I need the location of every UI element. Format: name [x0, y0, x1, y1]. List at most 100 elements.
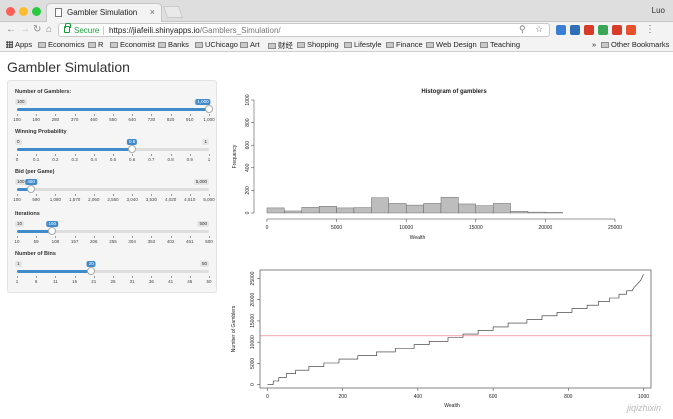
forward-arrow-icon[interactable]: → [20, 24, 30, 35]
bookmark-folder-economist[interactable]: Economist [110, 40, 155, 49]
bookmark-folder-finance[interactable]: Finance [386, 40, 423, 49]
back-arrow-icon[interactable]: ← [6, 24, 16, 35]
slider-tick-mark [113, 194, 114, 196]
slider-tick-mark [113, 154, 114, 156]
slider-track[interactable] [17, 145, 209, 153]
x-tick-label: 20000 [538, 225, 552, 231]
slider-fill [17, 188, 32, 191]
menu-icon[interactable]: ⋮ [645, 24, 655, 35]
slider-tick-mark [17, 154, 18, 156]
slider-handle[interactable] [128, 145, 137, 153]
slider-tick-label: 108 [51, 239, 60, 244]
bookmark-folder-economics[interactable]: Economics [38, 40, 85, 49]
slider-label: Iterations [15, 211, 40, 217]
x-tick-label: 400 [414, 394, 423, 400]
folder-icon [601, 42, 609, 48]
bookmark-folder-shopping[interactable]: Shopping [297, 40, 339, 49]
search-icon[interactable]: ⚲ [519, 24, 526, 34]
histogram-bar [475, 205, 494, 214]
folder-icon [195, 42, 203, 48]
x-axis-label: Wealth [444, 403, 460, 409]
bookmark-folder-uchicago[interactable]: UChicago [195, 40, 238, 49]
slider-track[interactable] [17, 267, 209, 275]
slider-value-badge: 1,000 [195, 99, 211, 105]
browser-tab[interactable]: Gambler Simulation × [46, 3, 162, 22]
slider-tick-label: 2,550 [107, 197, 119, 202]
address-bar[interactable]: Secure https://jiafeili.shinyapps.io/Gam… [58, 23, 550, 37]
x-tick-label: 10000 [399, 225, 413, 231]
slider-tick-label: 910 [186, 117, 194, 122]
bookmark-folder-r[interactable]: R [88, 40, 103, 49]
zoom-window-button[interactable] [32, 7, 41, 16]
more-bookmarks-chevron[interactable]: » [592, 40, 597, 49]
slider-label: Bid (per Game) [15, 169, 55, 175]
slider-max-label: 5,000 [193, 179, 209, 185]
slider-tick-mark [189, 276, 191, 278]
slider-tick-label: 0 [15, 157, 19, 162]
slider-ticks: 0 0.1 0.2 0.3 0.4 0.5 0.6 0.7 0.8 0.9 1 [15, 154, 210, 162]
bookmark-folder-teaching[interactable]: Teaching [480, 40, 520, 49]
plot-frame [259, 269, 652, 389]
bookmark-folder-lifestyle[interactable]: Lifestyle [344, 40, 382, 49]
extension-icon-5[interactable] [612, 25, 622, 35]
bookmark-folder-banks[interactable]: Banks [158, 40, 189, 49]
slider-tick-label: 6 [34, 279, 38, 284]
extension-icon-1[interactable] [556, 25, 566, 35]
folder-icon [240, 42, 248, 48]
slider-tick-mark [36, 236, 38, 238]
slider-tick-mark [93, 276, 95, 278]
extension-icon-3[interactable] [584, 25, 594, 35]
url-text[interactable]: https://jiafeili.shinyapps.io/Gamblers_S… [109, 26, 281, 35]
close-window-button[interactable] [6, 7, 15, 16]
extension-icon-6[interactable] [626, 25, 636, 35]
slider-track[interactable] [17, 185, 209, 193]
close-tab-icon[interactable]: × [149, 7, 155, 17]
star-icon[interactable]: ☆ [535, 24, 544, 34]
slider-handle[interactable] [205, 105, 213, 113]
x-tick-label: 0 [266, 394, 269, 400]
slider-min-label: 1 [15, 261, 22, 267]
slider-tick-mark [189, 154, 191, 156]
x-tick-label: 1000 [638, 394, 649, 400]
extension-icon-4[interactable] [598, 25, 608, 35]
url-path: /Gamblers_Simulation/ [199, 26, 281, 35]
cumulative-line [267, 274, 644, 385]
slider-track[interactable] [17, 105, 213, 113]
slider-handle[interactable] [87, 267, 96, 275]
slider-handle[interactable] [48, 227, 57, 235]
extension-icon-2[interactable] [570, 25, 580, 35]
slider-fill [17, 230, 53, 233]
slider-tick-mark [36, 194, 38, 196]
slider-tick-mark [93, 194, 95, 196]
slider-tick-label: 550 [109, 117, 117, 122]
profile-name[interactable]: Luo [651, 6, 665, 15]
slider-tick-label: 820 [166, 117, 175, 122]
home-icon[interactable]: ⌂ [46, 24, 53, 35]
slider-tick-mark [151, 114, 153, 116]
bookmark-folder-other[interactable]: Other Bookmarks [601, 40, 669, 49]
y-tick-label: 600 [245, 141, 251, 150]
histogram-bar [423, 203, 442, 214]
bookmark-folder-art[interactable]: Art [240, 40, 260, 49]
apps-bookmark[interactable]: Apps [6, 40, 32, 49]
minimize-window-button[interactable] [19, 7, 28, 16]
x-tick-label: 600 [489, 394, 498, 400]
slider-handle[interactable] [27, 185, 36, 193]
controls-panel: Number of Gamblers:1001,0001,00010019028… [7, 80, 217, 293]
slider-tick-label: 0.3 [71, 157, 78, 162]
bookmark-folder-web-design[interactable]: Web Design [426, 40, 477, 49]
folder-icon [297, 42, 305, 48]
slider-tick-label: 16 [72, 279, 78, 284]
bookmark-folder-finance-cn[interactable]: 财经 [268, 40, 293, 51]
slider-tick-mark [170, 194, 172, 196]
slider-tick-label: 451 [186, 239, 194, 244]
new-tab-button[interactable] [162, 6, 184, 18]
slider-tick-label: 100 [13, 117, 21, 122]
y-tick-label: 400 [245, 163, 251, 172]
slider-value-badge: 20 [86, 261, 96, 267]
reload-icon[interactable]: ↻ [33, 24, 42, 35]
slider-track[interactable] [17, 227, 209, 235]
slider-ticks: 100 190 280 370 460 550 640 730 820 910 1,000 [13, 114, 215, 122]
slider-tick-mark [113, 114, 114, 116]
y-axis-label: Number of Gamblers [231, 305, 237, 352]
